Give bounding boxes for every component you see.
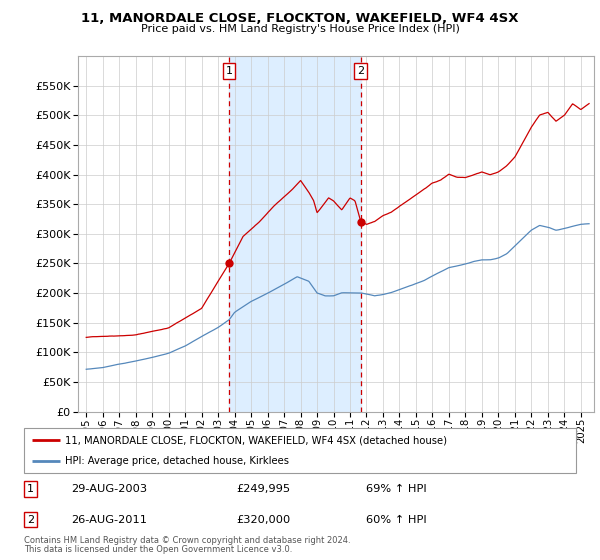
FancyBboxPatch shape — [24, 428, 576, 473]
Text: £320,000: £320,000 — [236, 515, 291, 525]
Text: 2: 2 — [357, 66, 364, 76]
Text: 1: 1 — [27, 484, 34, 494]
Text: This data is licensed under the Open Government Licence v3.0.: This data is licensed under the Open Gov… — [24, 545, 292, 554]
Text: HPI: Average price, detached house, Kirklees: HPI: Average price, detached house, Kirk… — [65, 456, 289, 466]
Text: 69% ↑ HPI: 69% ↑ HPI — [366, 484, 427, 494]
Text: Price paid vs. HM Land Registry's House Price Index (HPI): Price paid vs. HM Land Registry's House … — [140, 24, 460, 34]
Text: 1: 1 — [226, 66, 233, 76]
Text: 11, MANORDALE CLOSE, FLOCKTON, WAKEFIELD, WF4 4SX: 11, MANORDALE CLOSE, FLOCKTON, WAKEFIELD… — [81, 12, 519, 25]
Text: 11, MANORDALE CLOSE, FLOCKTON, WAKEFIELD, WF4 4SX (detached house): 11, MANORDALE CLOSE, FLOCKTON, WAKEFIELD… — [65, 436, 448, 446]
Text: Contains HM Land Registry data © Crown copyright and database right 2024.: Contains HM Land Registry data © Crown c… — [24, 536, 350, 545]
Bar — [229, 56, 361, 412]
Text: £249,995: £249,995 — [236, 484, 290, 494]
Text: 29-AUG-2003: 29-AUG-2003 — [71, 484, 147, 494]
Text: 26-AUG-2011: 26-AUG-2011 — [71, 515, 147, 525]
Text: 2: 2 — [27, 515, 34, 525]
Text: 60% ↑ HPI: 60% ↑ HPI — [366, 515, 427, 525]
